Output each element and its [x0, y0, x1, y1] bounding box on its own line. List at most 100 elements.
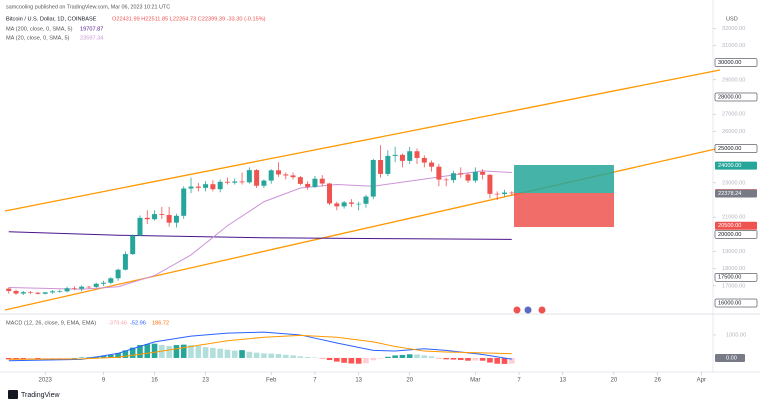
- candle-body: [210, 184, 216, 190]
- x-tick-label: Feb: [266, 378, 277, 384]
- price-tag: [714, 298, 758, 308]
- x-tick-label: 9: [102, 378, 106, 384]
- price-tag: [714, 144, 758, 153]
- candle-body: [480, 171, 486, 175]
- macd-histogram-bar: [261, 353, 267, 358]
- macd-histogram-bar: [399, 354, 406, 358]
- price-tag-label: 20000.00: [718, 232, 741, 238]
- candle-body: [385, 155, 391, 174]
- candle-body: [399, 154, 405, 161]
- candle-body: [392, 154, 398, 156]
- price-tag: [714, 58, 758, 67]
- macd-histogram-bar: [501, 357, 508, 364]
- candle-body: [130, 235, 136, 255]
- macd-histogram-bar: [370, 357, 377, 361]
- macd-histogram-bar: [348, 357, 355, 364]
- candle-body: [356, 203, 362, 205]
- macd-histogram-bar: [465, 357, 471, 361]
- brand: TradingView: [21, 392, 60, 399]
- candle-body: [341, 202, 347, 207]
- ohlc-label: O22431.99 H22511.85 L22264.73 C22399.39 …: [112, 16, 266, 22]
- event-icon: [513, 306, 521, 314]
- candle-body: [71, 288, 77, 289]
- macd-histogram-bar: [224, 349, 231, 358]
- candle-body: [86, 286, 92, 288]
- macd-histogram-bar: [414, 354, 420, 358]
- candle-body: [159, 214, 165, 215]
- macd-histogram-bar: [56, 357, 63, 359]
- y-tick-label: 32000.00: [722, 26, 745, 32]
- x-tick-label: 26: [654, 378, 661, 384]
- x-tick-label: 20: [611, 378, 618, 384]
- candle-body: [35, 292, 41, 294]
- macd-histogram-bar: [282, 354, 289, 358]
- macd-histogram-bar: [100, 355, 107, 358]
- candle-body: [370, 160, 376, 197]
- candle-body: [472, 171, 478, 181]
- macd-histogram-bar: [173, 345, 180, 358]
- price-tag-label: 25000.00: [718, 146, 741, 152]
- x-tick-label: Mar: [470, 378, 480, 384]
- x-tick-label: 16: [151, 378, 158, 384]
- macd-histogram-bar: [122, 350, 129, 358]
- candle-body: [436, 166, 442, 180]
- candle-body: [28, 292, 34, 293]
- candle-body: [239, 181, 245, 183]
- candle-body: [254, 170, 260, 186]
- candle-body: [509, 192, 515, 194]
- candle-body: [217, 181, 223, 190]
- candle-body: [458, 173, 464, 175]
- price-tag: [715, 221, 757, 230]
- candle-body: [6, 288, 12, 291]
- x-tick-label: Apr: [697, 378, 706, 384]
- price-tag-label: 22378.24: [718, 191, 741, 197]
- macd-histogram-bar: [188, 345, 194, 358]
- trend-line: [4, 69, 721, 212]
- candle-body: [429, 162, 435, 167]
- macd-histogram-bar: [253, 352, 260, 358]
- symbol-title: Bitcoin / U.S. Dollar, 1D, COINBASE: [6, 16, 97, 22]
- moving-average: [8, 231, 512, 240]
- candle-body: [144, 217, 150, 220]
- y-tick-label: 19000.00: [722, 249, 745, 255]
- macd-histogram-bar: [385, 356, 391, 358]
- candle-body: [42, 292, 48, 294]
- event-icon: [524, 306, 532, 314]
- macd-histogram-bar: [268, 353, 275, 358]
- candle-body: [450, 173, 456, 181]
- candle-body: [49, 291, 55, 293]
- ma-legend: MA (20, close, 0, SMA, 5): [6, 35, 70, 41]
- x-tick-label: 7: [313, 378, 317, 384]
- macd-histogram-bar: [180, 344, 187, 358]
- price-tag-label: 20500.00: [718, 223, 741, 229]
- target-zone: [514, 165, 614, 193]
- candle-body: [290, 175, 296, 178]
- x-tick-label: 20: [406, 378, 413, 384]
- candle-body: [20, 292, 26, 294]
- candle-body: [246, 170, 252, 183]
- candle-body: [232, 181, 238, 183]
- candle-body: [348, 202, 354, 204]
- candle-body: [421, 157, 427, 163]
- candle-body: [363, 196, 369, 204]
- ma-legend-value: 19707.87: [80, 26, 103, 32]
- y-tick-label: 27000.00: [722, 112, 745, 118]
- macd-histogram-bar: [377, 357, 384, 359]
- candle-body: [501, 192, 507, 194]
- candle-body: [378, 160, 384, 174]
- x-tick-label: 13: [559, 378, 566, 384]
- candle-body: [122, 254, 128, 270]
- y-tick-label: 26000.00: [722, 129, 745, 135]
- candle-body: [181, 188, 187, 216]
- candle-body: [414, 151, 420, 158]
- price-tag-label: 16000.00: [718, 300, 741, 306]
- candle-body: [327, 183, 333, 204]
- x-tick-label: 13: [355, 378, 362, 384]
- x-tick-label: 23: [202, 378, 209, 384]
- candle-body: [261, 180, 267, 186]
- macd-histogram-bar: [115, 352, 121, 358]
- axis-unit: USD: [726, 16, 738, 22]
- macd-histogram-bar: [494, 357, 501, 364]
- macd-histogram-bar: [341, 357, 347, 363]
